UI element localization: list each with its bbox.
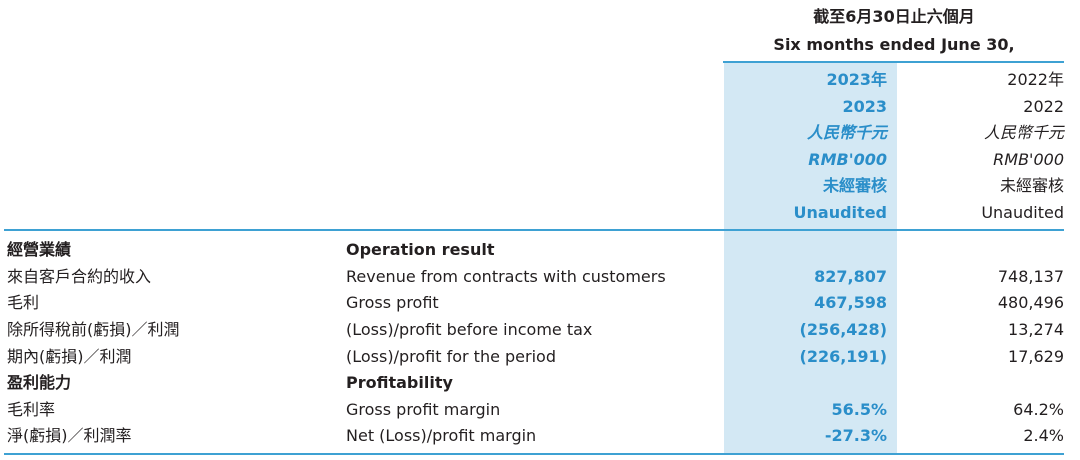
header-2022-audit-zh: 未經審核 bbox=[999, 176, 1064, 195]
value-2022: 13,274 bbox=[1008, 320, 1064, 339]
header-2023-year-zh: 2023年 bbox=[826, 70, 887, 89]
header-2022-year: 2022 bbox=[1023, 97, 1064, 116]
value-2022: 480,496 bbox=[997, 293, 1064, 312]
period-title-en: Six months ended June 30, bbox=[773, 35, 1015, 54]
header-2022-currency-zh: 人民幣千元 bbox=[983, 123, 1064, 142]
row-label-zh: 毛利率 bbox=[7, 400, 56, 419]
value-2022: 64.2% bbox=[1013, 400, 1064, 419]
row-label-en: Revenue from contracts with customers bbox=[346, 267, 666, 286]
value-2023: 467,598 bbox=[814, 293, 887, 312]
section-heading-en: Profitability bbox=[346, 373, 453, 392]
header-2023-year: 2023 bbox=[842, 97, 887, 116]
row-label-en: (Loss)/profit before income tax bbox=[346, 320, 593, 339]
header-2023-audit-en: Unaudited bbox=[793, 203, 887, 222]
row-label-zh: 毛利 bbox=[7, 293, 40, 312]
row-label-zh: 除所得稅前(虧損)／利潤 bbox=[7, 320, 180, 339]
row-label-zh: 淨(虧損)／利潤率 bbox=[7, 426, 132, 445]
row-label-en: Gross profit margin bbox=[346, 400, 501, 419]
row-label-zh: 期內(虧損)／利潤 bbox=[7, 347, 132, 366]
value-2023: 56.5% bbox=[831, 400, 887, 419]
section-heading-zh: 經營業績 bbox=[7, 240, 72, 259]
header-2023-audit-zh: 未經審核 bbox=[822, 176, 887, 195]
row-label-zh: 來自客戶合約的收入 bbox=[7, 267, 152, 286]
section-heading-en: Operation result bbox=[346, 240, 495, 259]
header-top-rule bbox=[723, 61, 1064, 63]
value-2023: (256,428) bbox=[799, 320, 888, 339]
row-label-en: (Loss)/profit for the period bbox=[346, 347, 556, 366]
current-period-column-highlight bbox=[724, 62, 897, 455]
row-label-en: Net (Loss)/profit margin bbox=[346, 426, 537, 445]
row-label-en: Gross profit bbox=[346, 293, 439, 312]
header-2023-currency-en: RMB'000 bbox=[808, 150, 887, 169]
section-heading-zh: 盈利能力 bbox=[7, 373, 72, 392]
value-2022: 748,137 bbox=[997, 267, 1064, 286]
value-2022: 17,629 bbox=[1008, 347, 1064, 366]
header-2022-currency-en: RMB'000 bbox=[993, 150, 1064, 169]
value-2023: (226,191) bbox=[799, 347, 888, 366]
table-bottom-rule bbox=[4, 453, 1064, 455]
value-2023: -27.3% bbox=[824, 426, 887, 445]
header-2022-audit-en: Unaudited bbox=[981, 203, 1064, 222]
header-2022-year-zh: 2022年 bbox=[1007, 70, 1064, 89]
table-header-rule bbox=[4, 229, 1064, 231]
period-title-zh: 截至6月30日止六個月 bbox=[813, 7, 975, 26]
value-2022: 2.4% bbox=[1023, 426, 1064, 445]
header-2023-currency-zh: 人民幣千元 bbox=[806, 123, 887, 142]
value-2023: 827,807 bbox=[814, 267, 887, 286]
